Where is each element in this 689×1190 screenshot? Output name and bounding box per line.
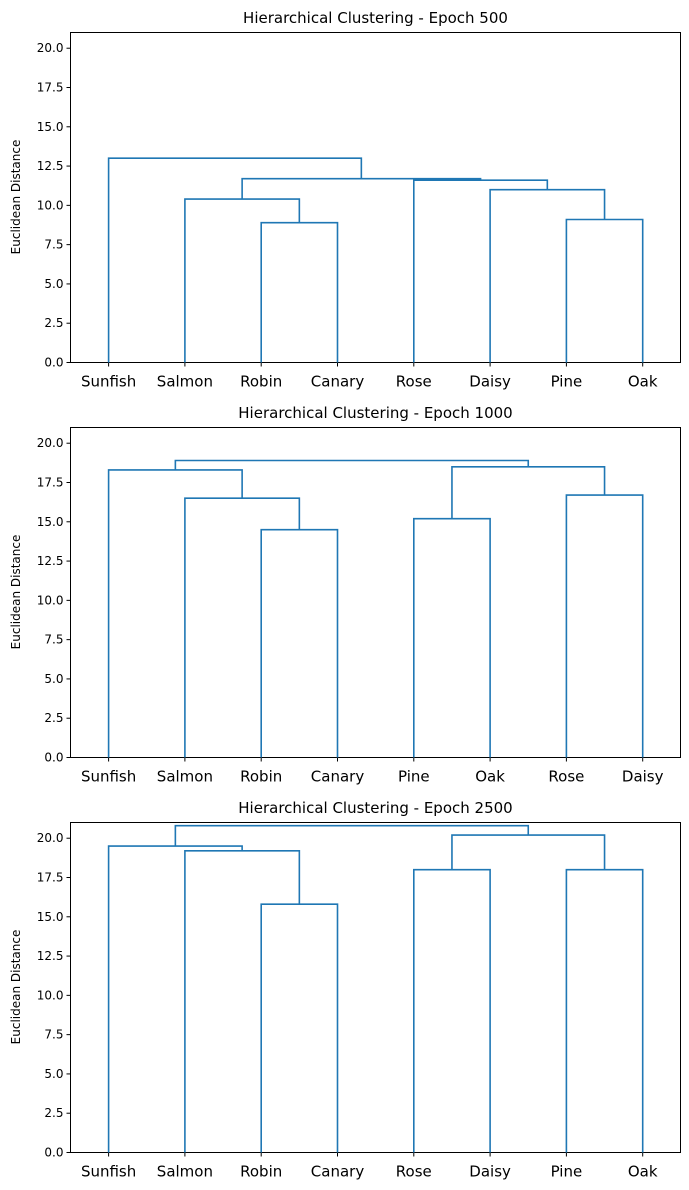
y-tick-label: 20.0	[37, 831, 64, 845]
x-tick-label-robin: Robin	[240, 373, 282, 391]
x-tick-label-rose: Rose	[396, 1163, 432, 1181]
x-tick-label-pine: Pine	[551, 373, 583, 391]
x-tick-label-robin: Robin	[240, 768, 282, 786]
x-tick-label-robin: Robin	[240, 1163, 282, 1181]
x-ticks: Sunfish Salmon Robin Canary Pine Oak Rose Daisy	[81, 757, 664, 786]
dendrogram-link-7	[174, 824, 530, 847]
x-tick-label-salmon: Salmon	[157, 373, 213, 391]
y-tick-label: 15.0	[37, 120, 64, 134]
y-tick-label: 7.5	[44, 633, 63, 647]
x-ticks: Sunfish Salmon Robin Canary Rose Daisy Pine Oak	[81, 1152, 658, 1181]
chart-panel-epoch-2500: Hierarchical Clustering - Epoch 2500 Euc…	[9, 799, 681, 1181]
y-axis-label: Euclidean Distance	[9, 140, 23, 255]
x-tick-label-sunfish: Sunfish	[81, 373, 136, 391]
plot-frame	[70, 427, 681, 758]
y-tick-label: 0.0	[44, 356, 63, 370]
x-tick-label-sunfish: Sunfish	[81, 768, 136, 786]
x-tick-label-sunfish: Sunfish	[81, 1163, 136, 1181]
y-tick-label: 0.0	[44, 751, 63, 765]
chart-panel-epoch-1000: Hierarchical Clustering - Epoch 1000 Euc…	[9, 404, 681, 786]
y-tick-label: 5.0	[44, 1067, 63, 1081]
x-tick-label-rose: Rose	[548, 768, 584, 786]
chart-title: Hierarchical Clustering - Epoch 500	[243, 9, 508, 27]
dendrogram-link-5	[107, 469, 243, 758]
y-tick-label: 7.5	[44, 1028, 63, 1042]
chart-panel-epoch-500: Hierarchical Clustering - Epoch 500 Eucl…	[9, 9, 681, 391]
y-ticks: 0.0 2.5 5.0 7.5 10.0 12.5 15.0 17.5 20.0	[37, 831, 71, 1160]
x-tick-label-daisy: Daisy	[622, 768, 664, 786]
y-axis-label: Euclidean Distance	[9, 930, 23, 1045]
y-tick-label: 2.5	[44, 711, 63, 725]
plot-frame	[70, 32, 681, 363]
dendrogram-link-6	[241, 177, 482, 200]
y-tick-label: 5.0	[44, 672, 63, 686]
dendrogram-links	[107, 459, 644, 758]
x-tick-label-pine: Pine	[551, 1163, 583, 1181]
x-tick-label-daisy: Daisy	[469, 1163, 511, 1181]
y-tick-label: 17.5	[37, 81, 64, 95]
x-tick-label-oak: Oak	[475, 768, 505, 786]
y-tick-label: 12.5	[37, 949, 64, 963]
dendrogram-link-7	[107, 157, 363, 363]
x-tick-label-oak: Oak	[628, 373, 658, 391]
dendrogram-links	[107, 157, 644, 363]
chart-title: Hierarchical Clustering - Epoch 2500	[238, 799, 512, 817]
x-tick-label-canary: Canary	[311, 1163, 365, 1181]
x-tick-label-canary: Canary	[311, 768, 365, 786]
y-tick-label: 10.0	[37, 593, 64, 607]
y-ticks: 0.0 2.5 5.0 7.5 10.0 12.5 15.0 17.5 20.0	[37, 41, 71, 370]
y-tick-label: 7.5	[44, 238, 63, 252]
dendrogram-link-1	[260, 221, 339, 363]
dendrogram-links	[107, 824, 644, 1153]
y-tick-label: 15.0	[37, 910, 64, 924]
dendrogram-link-4	[184, 849, 301, 1153]
y-ticks: 0.0 2.5 5.0 7.5 10.0 12.5 15.0 17.5 20.0	[37, 436, 71, 765]
x-tick-label-rose: Rose	[396, 373, 432, 391]
plot-frame	[70, 822, 681, 1153]
y-tick-label: 10.0	[37, 198, 64, 212]
dendrogram-link-6	[451, 465, 606, 519]
y-tick-label: 2.5	[44, 1106, 63, 1120]
x-tick-label-salmon: Salmon	[157, 768, 213, 786]
dendrogram-link-1	[260, 528, 339, 758]
y-tick-label: 20.0	[37, 41, 64, 55]
x-tick-label-salmon: Salmon	[157, 1163, 213, 1181]
y-tick-label: 20.0	[37, 436, 64, 450]
x-tick-label-daisy: Daisy	[469, 373, 511, 391]
y-tick-label: 2.5	[44, 316, 63, 330]
x-tick-label-oak: Oak	[628, 1163, 658, 1181]
y-tick-label: 0.0	[44, 1146, 63, 1160]
y-tick-label: 15.0	[37, 515, 64, 529]
dendrogram-link-2	[413, 868, 491, 1153]
chart-title: Hierarchical Clustering - Epoch 1000	[238, 404, 512, 422]
dendrogram-link-7	[174, 459, 530, 470]
x-ticks: Sunfish Salmon Robin Canary Rose Daisy Pine Oak	[81, 362, 658, 391]
y-tick-label: 17.5	[37, 476, 64, 490]
dendrogram-link-3	[565, 868, 644, 1153]
y-tick-label: 12.5	[37, 554, 64, 568]
y-tick-label: 17.5	[37, 871, 64, 885]
y-tick-label: 5.0	[44, 277, 63, 291]
y-tick-label: 10.0	[37, 988, 64, 1002]
dendrogram-link-2	[413, 517, 491, 758]
x-tick-label-pine: Pine	[398, 768, 430, 786]
x-tick-label-canary: Canary	[311, 373, 365, 391]
dendrogram-link-4	[489, 188, 606, 363]
y-axis-label: Euclidean Distance	[9, 535, 23, 650]
y-tick-label: 12.5	[37, 159, 64, 173]
